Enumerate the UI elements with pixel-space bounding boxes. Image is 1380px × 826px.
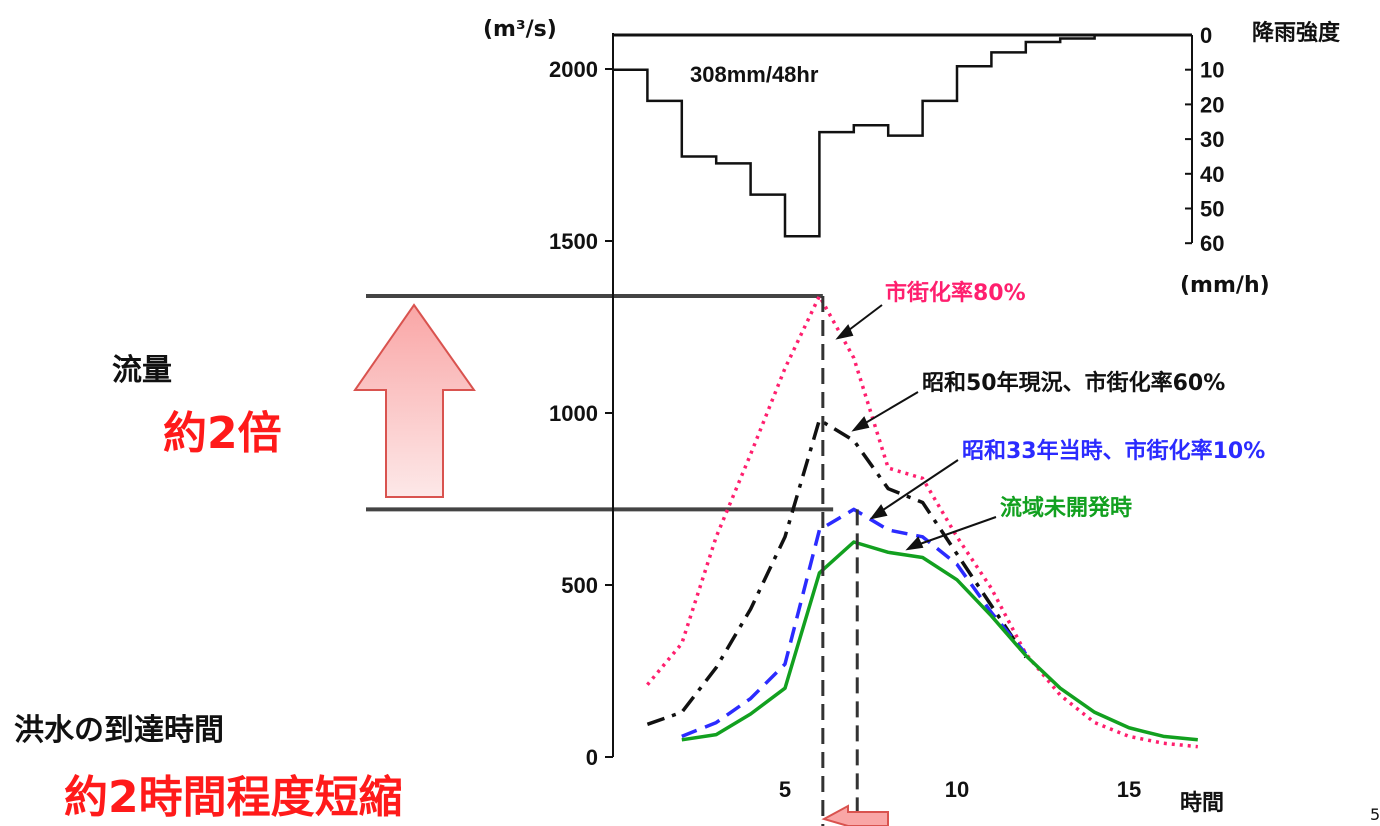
flow-ratio-label: 約2倍 (163, 408, 282, 459)
annotation-leader-lines (835, 304, 997, 551)
series-line-3 (681, 540, 1198, 742)
flow-label: 流量 (112, 353, 172, 388)
rain-tick-label: 40 (1200, 162, 1224, 187)
rainfall-axis-title: 降雨強度 (1252, 20, 1341, 46)
x-tick-label: 10 (945, 777, 969, 802)
series-line-0 (646, 294, 1198, 749)
rainfall-total-label: 308mm/48hr (690, 62, 819, 87)
time-shortening-label: 約2時間程度短縮 (64, 772, 403, 823)
x-tick-label: 15 (1117, 777, 1141, 802)
series-label-60: 昭和50年現況、市街化率60% (922, 370, 1225, 396)
rain-tick-label: 10 (1200, 58, 1224, 83)
rain-tick-label: 60 (1200, 231, 1224, 256)
y-tick-label: 2000 (549, 57, 598, 82)
y-tick-label: 0 (586, 745, 598, 770)
page-number: 5 (1370, 805, 1380, 824)
x-axis-unit: 時間 (1180, 791, 1224, 816)
series-label-80: 市街化率80% (885, 280, 1026, 306)
y-axis-unit: (m³/s) (483, 17, 557, 42)
rainfall-hyetograph (613, 33, 1129, 238)
series-label-10: 昭和33年当時、市街化率10% (962, 438, 1265, 464)
rain-tick-label: 30 (1200, 127, 1224, 152)
y-tick-label: 1500 (549, 229, 598, 254)
shift-left-arrow-icon (821, 804, 889, 826)
x-axis-ticks: 5 10 15 (779, 777, 1141, 802)
rainfall-axis-ticks: 0 10 20 30 40 50 60 (1185, 23, 1224, 256)
y-axis-ticks: 0 500 1000 1500 2000 (549, 57, 613, 770)
rainfall-axis-unit: (mm/h) (1180, 273, 1270, 298)
y-tick-label: 1000 (549, 401, 598, 426)
arrival-time-label: 洪水の到達時間 (14, 713, 224, 748)
series-label-undeveloped: 流域未開発時 (1000, 495, 1132, 521)
rain-tick-label: 50 (1200, 197, 1224, 222)
rain-tick-label: 0 (1200, 23, 1212, 48)
increase-arrow-icon (353, 303, 476, 498)
rain-tick-label: 20 (1200, 92, 1224, 117)
series-line-2 (681, 507, 1028, 738)
peak-time-lines (821, 296, 859, 826)
series-line-1 (646, 418, 1028, 726)
x-tick-label: 5 (779, 777, 791, 802)
y-tick-label: 500 (561, 573, 598, 598)
hydrograph-series (646, 294, 1198, 749)
